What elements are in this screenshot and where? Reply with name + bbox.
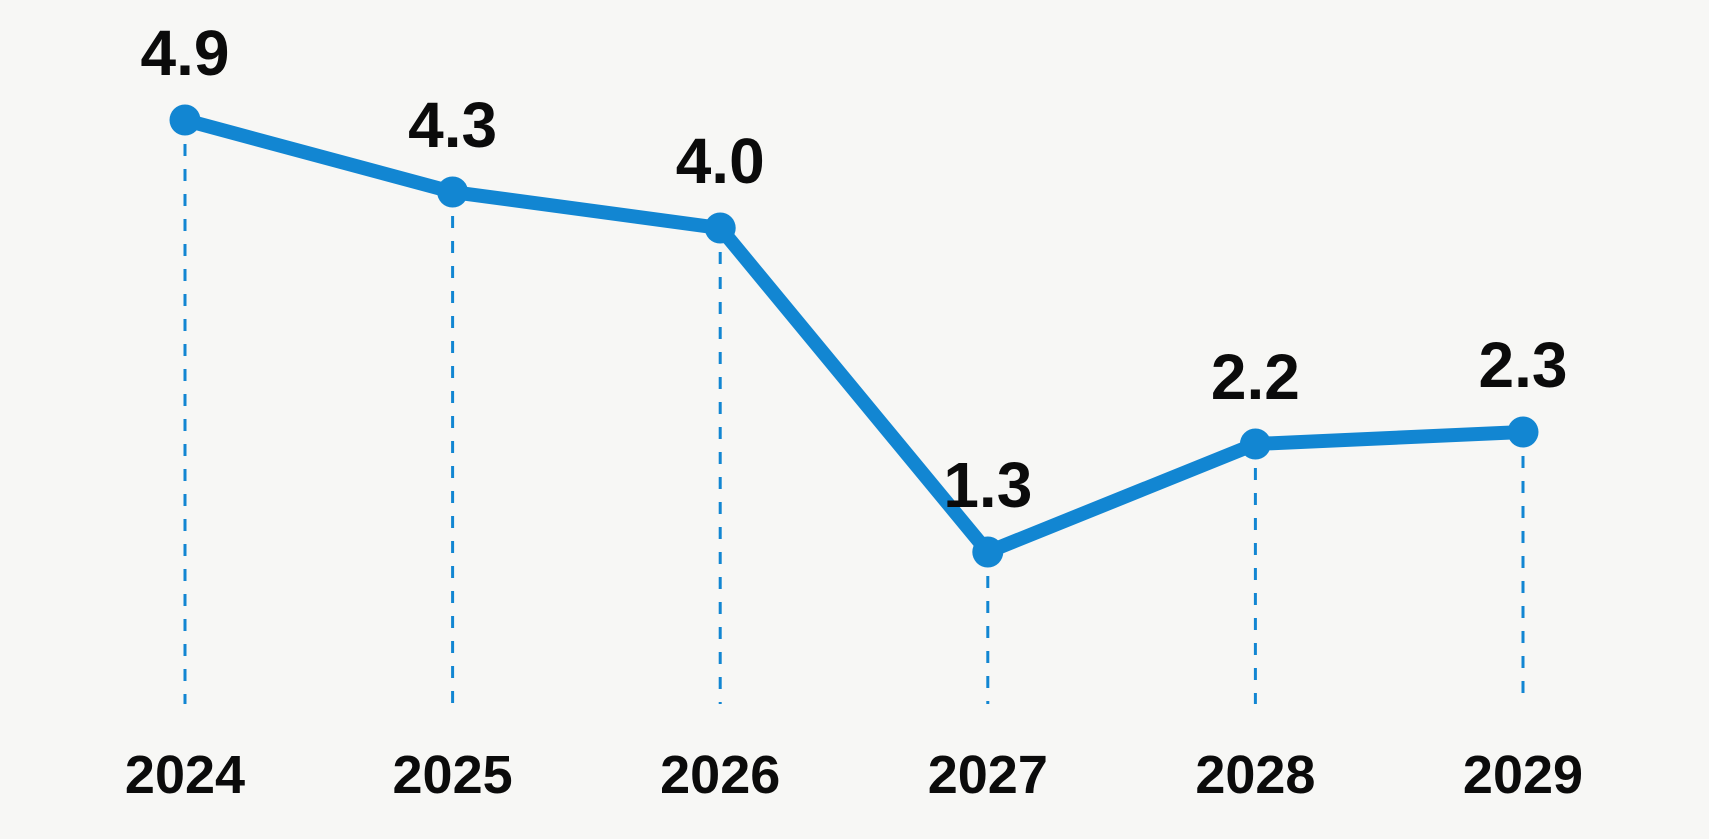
data-point-marker <box>169 104 201 136</box>
trend-line <box>178 113 1530 559</box>
x-axis-label: 2025 <box>393 745 513 805</box>
x-axis-label: 2026 <box>660 745 780 805</box>
value-label: 2.2 <box>1211 341 1300 413</box>
value-label: 4.9 <box>141 17 230 89</box>
x-axis-label: 2027 <box>928 745 1048 805</box>
data-point-marker <box>1239 428 1271 460</box>
data-point-marker <box>437 176 469 208</box>
x-axis-label: 2029 <box>1463 745 1583 805</box>
value-label: 4.3 <box>408 89 497 161</box>
data-point-marker <box>704 212 736 244</box>
data-point-marker <box>1507 416 1539 448</box>
x-axis-label: 2024 <box>125 745 245 805</box>
value-label: 1.3 <box>943 449 1032 521</box>
value-label: 4.0 <box>676 125 765 197</box>
value-label: 2.3 <box>1479 329 1568 401</box>
data-point-marker <box>972 536 1004 568</box>
x-axis-label: 2028 <box>1195 745 1315 805</box>
